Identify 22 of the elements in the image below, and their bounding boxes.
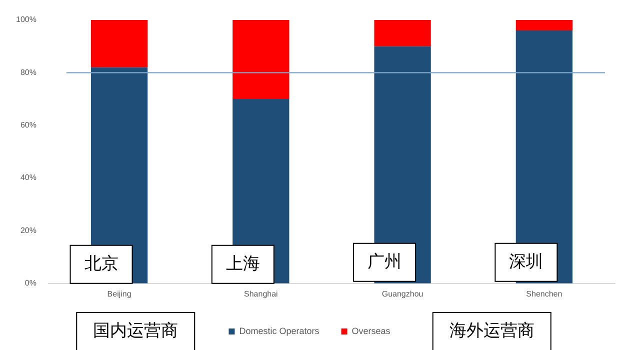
y-tick-label: 60% bbox=[20, 120, 36, 130]
bar bbox=[90, 20, 148, 68]
text: 国内运营商 bbox=[93, 320, 178, 341]
bar bbox=[374, 20, 431, 46]
legend-label: Overseas bbox=[352, 326, 391, 336]
bar bbox=[232, 20, 290, 100]
y-tick-label: 0% bbox=[24, 278, 36, 288]
annotation: 深圳 bbox=[509, 252, 544, 272]
annotation: 北京 bbox=[84, 254, 118, 274]
annotation: 广州 bbox=[368, 252, 402, 272]
x-tick-label: Beijing bbox=[107, 289, 132, 298]
y-tick-label: 20% bbox=[20, 226, 36, 235]
x-tick-label: Guangzhou bbox=[382, 289, 424, 298]
legend-label: Domestic Operators bbox=[239, 326, 320, 336]
text: 海外运营商 bbox=[449, 320, 534, 341]
x-tick-label: Shenchen bbox=[526, 289, 562, 298]
annotation: 上海 bbox=[226, 254, 260, 274]
bar bbox=[516, 20, 573, 31]
y-tick-label: 40% bbox=[20, 173, 36, 182]
x-tick-label: Shanghai bbox=[244, 289, 278, 298]
y-tick-label: 80% bbox=[20, 68, 36, 77]
y-tick-label: 100% bbox=[16, 15, 36, 24]
